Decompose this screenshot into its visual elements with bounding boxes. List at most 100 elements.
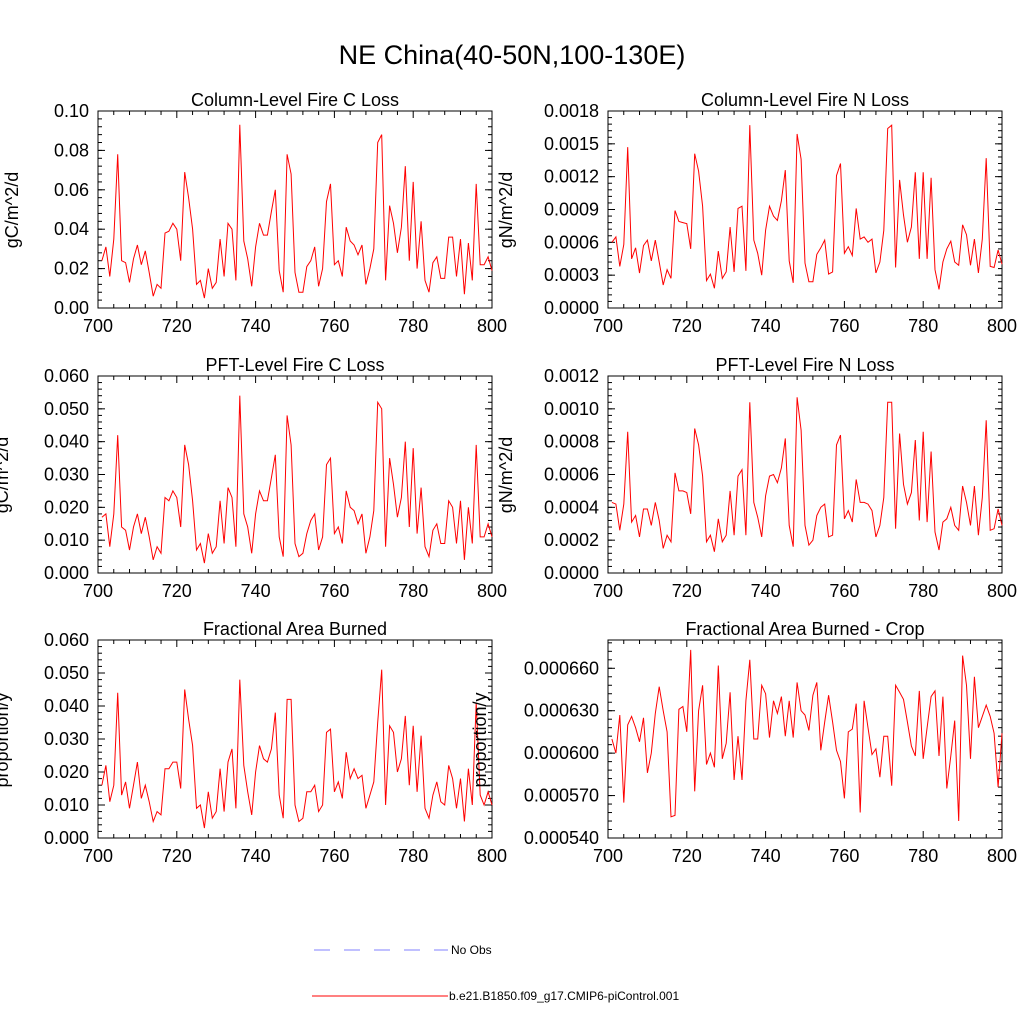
y-tick-label: 0.000	[44, 828, 89, 848]
chart-panel-6: Fractional Area Burned - Crop 700 720 740 76…	[470, 619, 1017, 866]
y-tick-label: 0.020	[44, 497, 89, 517]
y-tick-label: 0.0018	[544, 101, 599, 121]
plot-frame	[97, 110, 493, 309]
y-tick-label: 0.00	[54, 298, 89, 318]
chart-panel-1: Column-Level Fire C Loss 700 720 740 760 780 8…	[2, 90, 507, 336]
x-tick-label: 720	[672, 846, 702, 866]
x-tick-label: 700	[83, 846, 113, 866]
y-tick-label: 0.0012	[544, 366, 599, 386]
y-tick-label: 0.0012	[544, 167, 599, 187]
x-tick-label: 720	[162, 846, 192, 866]
chart-panel-2: Column-Level Fire N Loss 700 720 740 760 780 8…	[496, 90, 1017, 336]
y-tick-label: 0.0008	[544, 432, 599, 452]
chart-title: Column-Level Fire N Loss	[701, 90, 909, 110]
y-tick-label: 0.0009	[544, 200, 599, 220]
y-tick-label: 0.02	[54, 259, 89, 279]
y-tick-label: 0.0000	[544, 563, 599, 583]
x-tick-label: 700	[83, 316, 113, 336]
x-tick-label: 800	[987, 581, 1017, 601]
y-tick-label: 0.0003	[544, 265, 599, 285]
series-line	[101, 124, 493, 299]
x-tick-label: 700	[593, 316, 623, 336]
chart-panel-5: Fractional Area Burned 700 720 740 760 780 800…	[0, 619, 507, 866]
panels: Column-Level Fire C Loss 700 720 740 760 780 8…	[0, 90, 1017, 866]
x-tick-label: 740	[241, 316, 271, 336]
y-axis-label: gC/m^2/d	[2, 172, 22, 248]
figure-title: NE China(40-50N,100-130E)	[339, 40, 686, 70]
y-tick-label: 0.0010	[544, 399, 599, 419]
y-axis-label: gN/m^2/d	[496, 172, 516, 248]
y-tick-label: 0.0006	[544, 232, 599, 252]
y-axis-label: proportion/y	[470, 692, 490, 787]
x-tick-label: 800	[477, 846, 507, 866]
y-tick-label: 0.030	[44, 729, 89, 749]
y-tick-label: 0.000540	[524, 828, 599, 848]
y-tick-label: 0.000630	[524, 701, 599, 721]
chart-title: PFT-Level Fire N Loss	[715, 355, 894, 375]
y-tick-label: 0.0002	[544, 530, 599, 550]
chart-panel-3: PFT-Level Fire C Loss 700 720 740 760 780 800 0…	[0, 355, 507, 601]
x-tick-label: 760	[829, 316, 859, 336]
y-tick-label: 0.020	[44, 762, 89, 782]
x-tick-label: 720	[162, 316, 192, 336]
y-tick-label: 0.060	[44, 366, 89, 386]
x-tick-label: 780	[908, 316, 938, 336]
y-tick-label: 0.0015	[544, 134, 599, 154]
x-tick-label: 800	[477, 581, 507, 601]
y-tick-label: 0.010	[44, 530, 89, 550]
y-tick-label: 0.0004	[544, 497, 599, 517]
y-axis-label: proportion/y	[0, 692, 12, 787]
legend-model-label: b.e21.B1850.f09_g17.CMIP6-piControl.001	[449, 989, 679, 1003]
x-tick-label: 740	[241, 581, 271, 601]
y-tick-label: 0.000600	[524, 743, 599, 763]
y-tick-label: 0.08	[54, 140, 89, 160]
x-tick-label: 760	[829, 581, 859, 601]
legend: No Obs b.e21.B1850.f09_g17.CMIP6-piContr…	[312, 943, 679, 1003]
x-tick-label: 700	[83, 581, 113, 601]
y-tick-label: 0.0000	[544, 298, 599, 318]
y-tick-label: 0.10	[54, 101, 89, 121]
y-tick-label: 0.030	[44, 465, 89, 485]
y-tick-label: 0.040	[44, 432, 89, 452]
x-tick-label: 780	[398, 846, 428, 866]
x-tick-label: 740	[751, 581, 781, 601]
y-tick-label: 0.010	[44, 795, 89, 815]
chart-title: Fractional Area Burned - Crop	[685, 619, 924, 639]
series-line	[611, 124, 1003, 290]
x-tick-label: 740	[751, 846, 781, 866]
y-tick-label: 0.040	[44, 696, 89, 716]
y-axis-label: gC/m^2/d	[0, 437, 12, 513]
x-tick-label: 780	[398, 316, 428, 336]
y-tick-label: 0.04	[54, 219, 89, 239]
y-axis-label: gN/m^2/d	[496, 437, 516, 513]
y-tick-label: 0.06	[54, 180, 89, 200]
y-tick-label: 0.0006	[544, 465, 599, 485]
legend-obs-label: No Obs	[451, 943, 492, 957]
chart-title: PFT-Level Fire C Loss	[205, 355, 384, 375]
x-tick-label: 780	[908, 581, 938, 601]
x-tick-label: 700	[593, 581, 623, 601]
x-tick-label: 800	[987, 316, 1017, 336]
y-tick-label: 0.050	[44, 663, 89, 683]
x-tick-label: 780	[398, 581, 428, 601]
series-line	[101, 669, 493, 829]
y-tick-label: 0.000	[44, 563, 89, 583]
y-tick-label: 0.050	[44, 399, 89, 419]
series-line	[101, 395, 493, 564]
x-tick-label: 760	[319, 316, 349, 336]
x-tick-label: 800	[477, 316, 507, 336]
y-tick-label: 0.060	[44, 630, 89, 650]
y-tick-label: 0.000660	[524, 658, 599, 678]
x-tick-label: 760	[319, 846, 349, 866]
chart-title: Fractional Area Burned	[203, 619, 387, 639]
x-tick-label: 720	[162, 581, 192, 601]
x-tick-label: 700	[593, 846, 623, 866]
chart-panel-4: PFT-Level Fire N Loss 700 720 740 760 780 800 0…	[496, 355, 1017, 601]
chart-title: Column-Level Fire C Loss	[191, 90, 399, 110]
x-tick-label: 720	[672, 581, 702, 601]
x-tick-label: 720	[672, 316, 702, 336]
x-tick-label: 760	[319, 581, 349, 601]
x-tick-label: 760	[829, 846, 859, 866]
x-tick-label: 740	[751, 316, 781, 336]
